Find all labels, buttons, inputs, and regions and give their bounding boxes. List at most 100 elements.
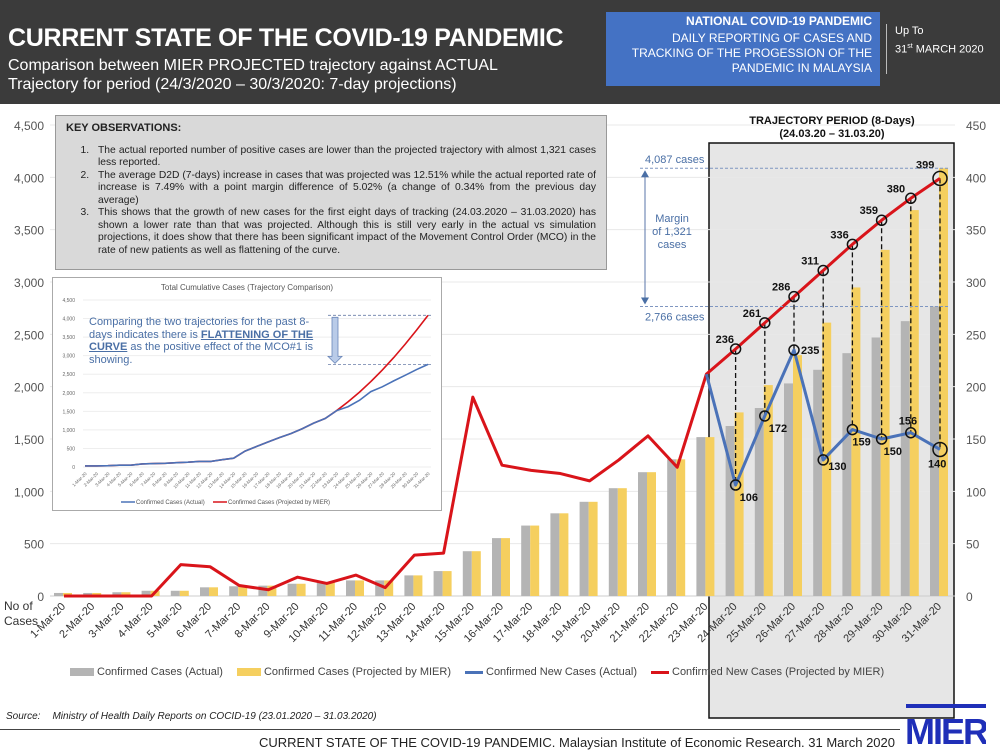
inset-legend-label: Confirmed Cases (Actual) — [136, 500, 205, 506]
bar-actual-cases — [141, 590, 151, 596]
inset-y-tick: 3,000 — [62, 354, 75, 360]
inset-chart-svg: Total Cumulative Cases (Trajectory Compa… — [62, 283, 431, 506]
bar-actual-cases — [229, 586, 239, 596]
legend-item-actual-new: Confirmed New Cases (Actual) — [465, 666, 637, 678]
data-label-actual-new: 156 — [899, 416, 917, 428]
bar-projected-cases — [179, 590, 189, 596]
bar-actual-cases — [462, 551, 472, 596]
bar-projected-cases — [763, 385, 773, 596]
bar-actual-cases — [200, 587, 209, 596]
actual-point-marker — [817, 454, 829, 466]
data-label-projected-new: 286 — [772, 282, 790, 294]
projected-point-marker — [759, 317, 771, 329]
bar-projected-cases — [880, 249, 890, 596]
y-tick-left: 2,500 — [14, 328, 44, 342]
bar-actual-cases — [83, 592, 93, 596]
data-label-actual-new: 150 — [884, 446, 902, 458]
bar-actual-cases — [842, 353, 852, 596]
data-label-projected-new: 380 — [887, 183, 905, 195]
upto-date: 31st MARCH 2020 — [895, 39, 984, 58]
bar-projected-cases — [121, 592, 131, 596]
bar-projected-cases — [471, 551, 481, 596]
bar-actual-cases — [900, 321, 910, 596]
inset-cumulative-chart: Total Cumulative Cases (Trajectory Compa… — [52, 277, 442, 511]
line-actual-new-cases — [704, 348, 941, 487]
y-tick-right: 400 — [966, 171, 986, 185]
observation-item: This shows that the growth of new cases … — [92, 207, 596, 257]
report-box-title: NATIONAL COVID-19 PANDEMIC — [685, 14, 872, 28]
observations-heading: KEY OBSERVATIONS: — [66, 122, 182, 134]
bar-actual-cases — [316, 582, 326, 596]
data-label-projected-new: 261 — [743, 308, 761, 320]
bar-projected-cases — [647, 472, 656, 596]
upto-day: 31 — [895, 43, 908, 56]
y-tick-right: 450 — [966, 119, 986, 133]
observation-item: The average D2D (7-days) increase in cas… — [92, 170, 596, 208]
actual-total-label: 2,766 cases — [645, 311, 705, 323]
bar-projected-cases — [588, 501, 598, 596]
bar-projected-cases — [267, 585, 277, 596]
projected-point-marker — [932, 170, 948, 187]
data-label-actual-new: 172 — [769, 423, 787, 435]
legend-item-projected-new: Confirmed New Cases (Projected by MIER) — [651, 666, 884, 678]
margin-label: Margin — [655, 213, 689, 225]
inset-line — [85, 363, 429, 467]
projected-point-marker — [788, 290, 800, 303]
projected-point-marker — [846, 238, 859, 251]
projected-point-marker — [729, 343, 742, 355]
projected-point-marker — [817, 264, 829, 277]
inset-y-tick: 0 — [72, 465, 75, 471]
bar-actual-cases — [433, 571, 443, 596]
inset-y-tick: 2,500 — [62, 372, 75, 378]
inset-y-tick: 2,000 — [62, 391, 75, 397]
upto-suffix: st — [907, 43, 913, 50]
data-label-actual-new: 130 — [828, 461, 846, 473]
y-tick-left: 1,000 — [14, 485, 44, 499]
projected-point-marker — [905, 192, 917, 205]
bar-actual-cases — [258, 585, 268, 596]
y-tick-left: 3,000 — [14, 276, 44, 290]
bar-actual-cases — [667, 459, 677, 596]
observation-item: The actual reported number of positive c… — [92, 145, 596, 170]
inset-y-tick: 4,000 — [62, 317, 75, 323]
bar-projected-cases — [413, 575, 423, 596]
y-tick-right: 150 — [966, 433, 986, 447]
bar-projected-cases — [355, 580, 364, 596]
legend-item-actual-cases: Confirmed Cases (Actual) — [70, 666, 223, 678]
data-label-actual-new: 106 — [740, 492, 758, 504]
mier-logo: MIER — [906, 704, 986, 750]
y-tick-right: 250 — [966, 328, 986, 342]
legend-label: Confirmed Cases (Actual) — [97, 666, 223, 678]
bar-projected-cases — [501, 538, 510, 596]
chart-legend: Confirmed Cases (Actual) Confirmed Cases… — [70, 666, 884, 678]
footer-text: CURRENT STATE OF THE COVID-19 PANDEMIC. … — [259, 735, 895, 750]
y-tick-right: 200 — [966, 381, 986, 395]
bar-actual-cases — [550, 513, 560, 596]
legend-line — [651, 670, 669, 674]
bar-actual-cases — [521, 525, 531, 596]
margin-label: of 1,321 — [652, 226, 692, 238]
y-tick-left: 1,500 — [14, 433, 44, 447]
data-label-actual-new: 235 — [801, 345, 819, 357]
bar-projected-cases — [530, 525, 540, 596]
source-label: Source: — [6, 711, 41, 722]
bar-actual-cases — [784, 383, 793, 596]
svg-text:MIER: MIER — [906, 711, 986, 750]
bar-actual-cases — [375, 580, 385, 596]
data-label-actual-new: 140 — [928, 458, 946, 470]
bar-actual-cases — [492, 538, 501, 596]
y-tick-left: 2,000 — [14, 381, 44, 395]
report-box-line-2: TRACKING OF THE PROGESSION OF THE — [631, 46, 872, 60]
projected-total-label: 4,087 cases — [645, 154, 705, 166]
bar-projected-cases — [617, 488, 627, 596]
bar-actual-cases — [813, 369, 823, 596]
inset-note-emphasis: FLATTENING OF THE CURVE — [89, 328, 314, 354]
inset-title: Total Cumulative Cases (Trajectory Compa… — [161, 283, 334, 292]
legend-line — [465, 670, 483, 674]
bar-projected-cases — [734, 412, 744, 596]
actual-point-marker — [905, 426, 917, 439]
actual-point-marker — [729, 479, 742, 491]
bar-projected-cases — [559, 513, 569, 596]
bar-actual-cases — [638, 472, 647, 596]
bar-projected-cases — [909, 210, 919, 596]
